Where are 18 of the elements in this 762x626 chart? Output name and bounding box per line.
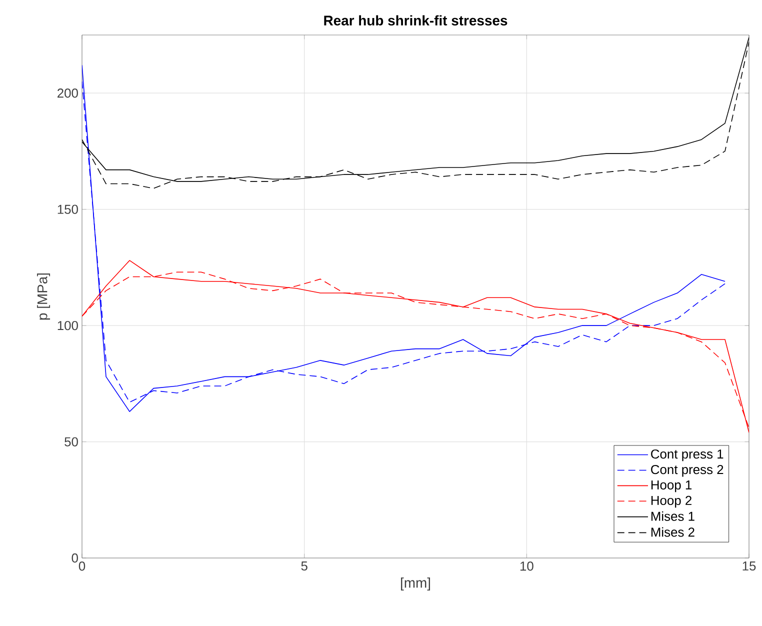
legend-label: Mises 1 [651, 511, 694, 521]
y-tick-label: 200 [58, 88, 78, 98]
y-tick-label: 150 [58, 204, 78, 214]
chart-title: Rear hub shrink-fit stresses [324, 15, 508, 26]
x-tick-label: 15 [742, 562, 756, 571]
x-tick-label: 10 [520, 562, 534, 571]
x-tick-label: 5 [301, 562, 308, 571]
legend-label: Cont press 1 [651, 449, 724, 462]
legend-label: Hoop 2 [651, 496, 692, 508]
y-axis-title: p [MPa] [37, 273, 50, 320]
x-axis-title: [mm] [401, 578, 430, 591]
legend-label: Cont press 2 [651, 464, 724, 477]
y-tick-label: 50 [64, 437, 78, 446]
legend-label: Mises 2 [651, 527, 694, 537]
y-tick-label: 0 [72, 553, 78, 563]
y-tick-label: 100 [58, 320, 78, 330]
legend-label: Hoop 1 [651, 480, 692, 492]
x-tick-label: 0 [78, 562, 86, 571]
